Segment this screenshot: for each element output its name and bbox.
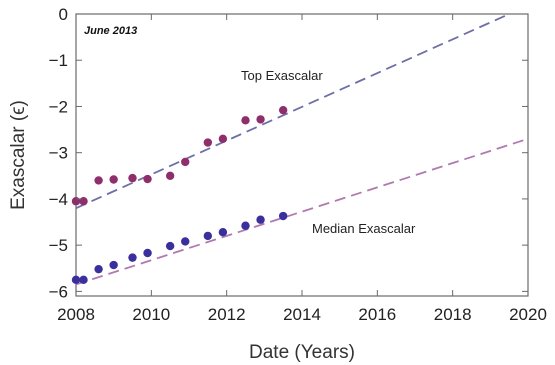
data-point-top: [203, 138, 213, 147]
y-tick-label: −5: [49, 236, 68, 255]
data-point-top: [181, 157, 190, 167]
data-point-top: [218, 134, 228, 144]
data-point-top: [109, 175, 118, 184]
data-points: [71, 105, 288, 285]
trend-lines: [75, 13, 529, 286]
x-tick-label: 2020: [509, 305, 547, 324]
x-axis-title: Date (Years): [249, 342, 355, 363]
axis-ticks: 2008 2010 2012 2014 2016 2018 2020 0 −1 −2 −3 −4 −5 −…: [49, 5, 547, 324]
trend-line-median: [75, 137, 529, 286]
data-point-median: [241, 221, 250, 230]
series-label-median: Median Exascalar: [312, 221, 416, 236]
data-point-top: [278, 105, 288, 115]
data-point-median: [71, 275, 81, 285]
data-point-top: [94, 176, 103, 185]
y-tick-label: −1: [49, 51, 68, 70]
data-point-median: [256, 215, 265, 224]
x-tick-label: 2010: [132, 305, 170, 324]
data-point-median: [181, 237, 190, 246]
data-point-median: [79, 275, 88, 285]
x-tick-label: 2016: [358, 305, 396, 324]
data-point-top: [241, 116, 250, 125]
x-tick-label: 2012: [208, 305, 246, 324]
trend-line-top: [75, 13, 510, 209]
y-axis-title: Exascalar (ϵ): [8, 100, 29, 210]
y-tick-label: −3: [49, 144, 68, 163]
y-tick-label: −4: [49, 190, 68, 209]
x-tick-label: 2018: [434, 305, 472, 324]
data-point-median: [218, 228, 228, 237]
y-tick-label: −6: [49, 282, 68, 301]
series-label-top: Top Exascalar: [241, 68, 323, 83]
data-point-median: [128, 253, 137, 262]
y-tick-label: −2: [49, 97, 68, 116]
x-tick-label: 2014: [283, 305, 321, 324]
data-point-median: [165, 241, 175, 251]
data-point-top: [128, 173, 137, 183]
data-point-top: [165, 171, 175, 181]
data-point-top: [71, 197, 81, 206]
data-point-median: [143, 248, 152, 258]
y-tick-label: 0: [59, 5, 68, 24]
data-point-median: [278, 211, 288, 221]
x-tick-label: 2008: [57, 305, 95, 324]
data-point-median: [203, 231, 213, 241]
data-point-median: [94, 264, 103, 274]
data-point-top: [79, 197, 88, 206]
data-point-top: [256, 115, 265, 124]
date-annotation: June 2013: [84, 25, 137, 37]
data-point-median: [109, 260, 118, 270]
data-point-top: [143, 174, 152, 184]
